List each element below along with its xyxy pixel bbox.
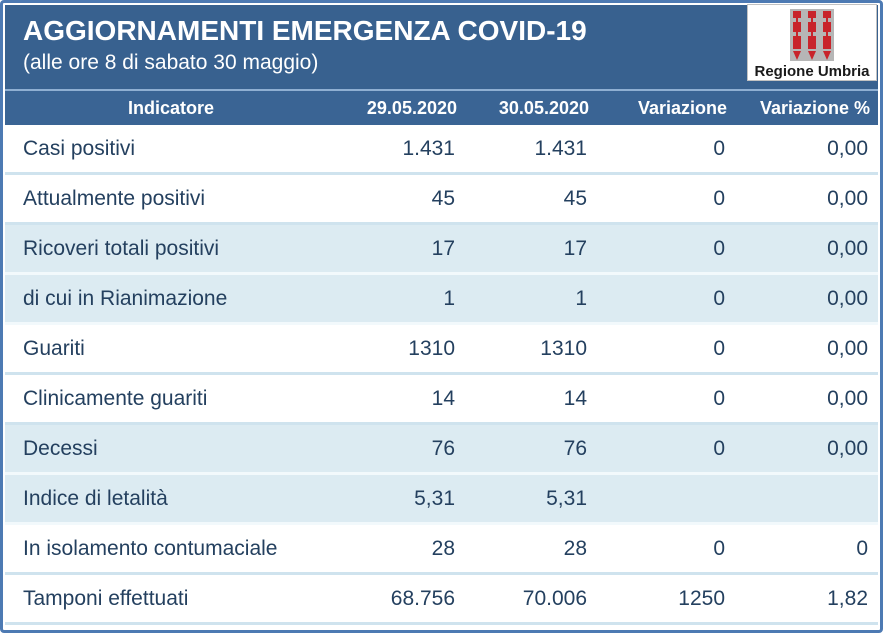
cell-value: 28: [337, 523, 465, 575]
table-row-ricoveri-totali: Ricoveri totali positivi 17 17 0 0,00: [5, 223, 878, 275]
cell-indicator: Ricoveri totali positivi: [5, 223, 337, 275]
cell-indicator: Indice di letalità: [5, 473, 337, 525]
cell-value: 1: [465, 273, 597, 325]
logo-label: Regione Umbria: [754, 63, 870, 80]
table-row-casi-positivi: Casi positivi 1.431 1.431 0 0,00: [5, 125, 878, 175]
table-row-decessi: Decessi 76 76 0 0,00: [5, 423, 878, 475]
cell-value: [735, 473, 878, 525]
cell-indicator: Decessi: [5, 423, 337, 475]
cell-value: 70.006: [465, 573, 597, 625]
regione-umbria-logo: Regione Umbria: [747, 4, 877, 81]
umbria-ceri-icon: [790, 9, 834, 61]
cell-value: 14: [337, 373, 465, 425]
cell-value: 0: [597, 423, 735, 475]
cell-value: 5,31: [337, 473, 465, 525]
cell-value: 45: [337, 173, 465, 225]
table-row-guariti: Guariti 1310 1310 0 0,00: [5, 323, 878, 375]
cell-value: 28: [465, 523, 597, 575]
cell-value: 14: [465, 373, 597, 425]
cell-value: 1,82: [735, 573, 878, 625]
cell-value: 0,00: [735, 223, 878, 275]
cell-indicator: Tamponi effettuati: [5, 573, 337, 625]
table-row-tamponi-effettuati: Tamponi effettuati 68.756 70.006 1250 1,…: [5, 573, 878, 625]
page-title: AGGIORNAMENTI EMERGENZA COVID-19: [23, 15, 587, 46]
table-row-attualmente-positivi: Attualmente positivi 45 45 0 0,00: [5, 173, 878, 225]
cell-value: 68.756: [337, 573, 465, 625]
cell-value: 76: [337, 423, 465, 475]
cell-value: 1310: [337, 323, 465, 375]
cell-value: 1250: [597, 573, 735, 625]
cell-value: 1.431: [465, 125, 597, 175]
cell-value: 0: [597, 273, 735, 325]
table-header-row: Indicatore 29.05.2020 30.05.2020 Variazi…: [5, 89, 878, 125]
cell-value: 0,00: [735, 373, 878, 425]
cell-value: 0: [597, 523, 735, 575]
cell-value: 0: [597, 125, 735, 175]
column-header-variazione-pct: Variazione %: [735, 89, 878, 125]
cell-value: 0: [597, 373, 735, 425]
table-row-isolamento-contumaciale: In isolamento contumaciale 28 28 0 0: [5, 523, 878, 575]
table-row-rianimazione: di cui in Rianimazione 1 1 0 0,00: [5, 273, 878, 325]
cell-indicator: Casi positivi: [5, 125, 337, 175]
cell-value: 1.431: [337, 125, 465, 175]
column-header-date-29-05: 29.05.2020: [337, 89, 465, 125]
column-header-variazione: Variazione: [597, 89, 735, 125]
cell-value: 0: [597, 323, 735, 375]
cell-value: 17: [465, 223, 597, 275]
cell-value: 5,31: [465, 473, 597, 525]
cell-value: 17: [337, 223, 465, 275]
cell-value: 0,00: [735, 423, 878, 475]
table-row-indice-letalita: Indice di letalità 5,31 5,31: [5, 473, 878, 525]
cell-value: 0,00: [735, 173, 878, 225]
cell-value: 0,00: [735, 323, 878, 375]
column-header-date-30-05: 30.05.2020: [465, 89, 597, 125]
cell-indicator: Clinicamente guariti: [5, 373, 337, 425]
title-banner: AGGIORNAMENTI EMERGENZA COVID-19 (alle o…: [5, 4, 878, 89]
cell-value: 45: [465, 173, 597, 225]
covid-data-table: Indicatore 29.05.2020 30.05.2020 Variazi…: [5, 89, 878, 625]
cell-value: 1: [337, 273, 465, 325]
cell-value: 0: [735, 523, 878, 575]
cell-indicator: di cui in Rianimazione: [5, 273, 337, 325]
cell-indicator: In isolamento contumaciale: [5, 523, 337, 575]
cell-value: 0: [597, 223, 735, 275]
cell-value: 1310: [465, 323, 597, 375]
cell-value: [597, 473, 735, 525]
cell-indicator: Guariti: [5, 323, 337, 375]
page-subtitle: (alle ore 8 di sabato 30 maggio): [23, 51, 319, 75]
cell-value: 0,00: [735, 125, 878, 175]
column-header-indicatore: Indicatore: [5, 89, 337, 125]
cell-value: 76: [465, 423, 597, 475]
table-row-clinicamente-guariti: Clinicamente guariti 14 14 0 0,00: [5, 373, 878, 425]
cell-value: 0: [597, 173, 735, 225]
cell-indicator: Attualmente positivi: [5, 173, 337, 225]
cell-value: 0,00: [735, 273, 878, 325]
